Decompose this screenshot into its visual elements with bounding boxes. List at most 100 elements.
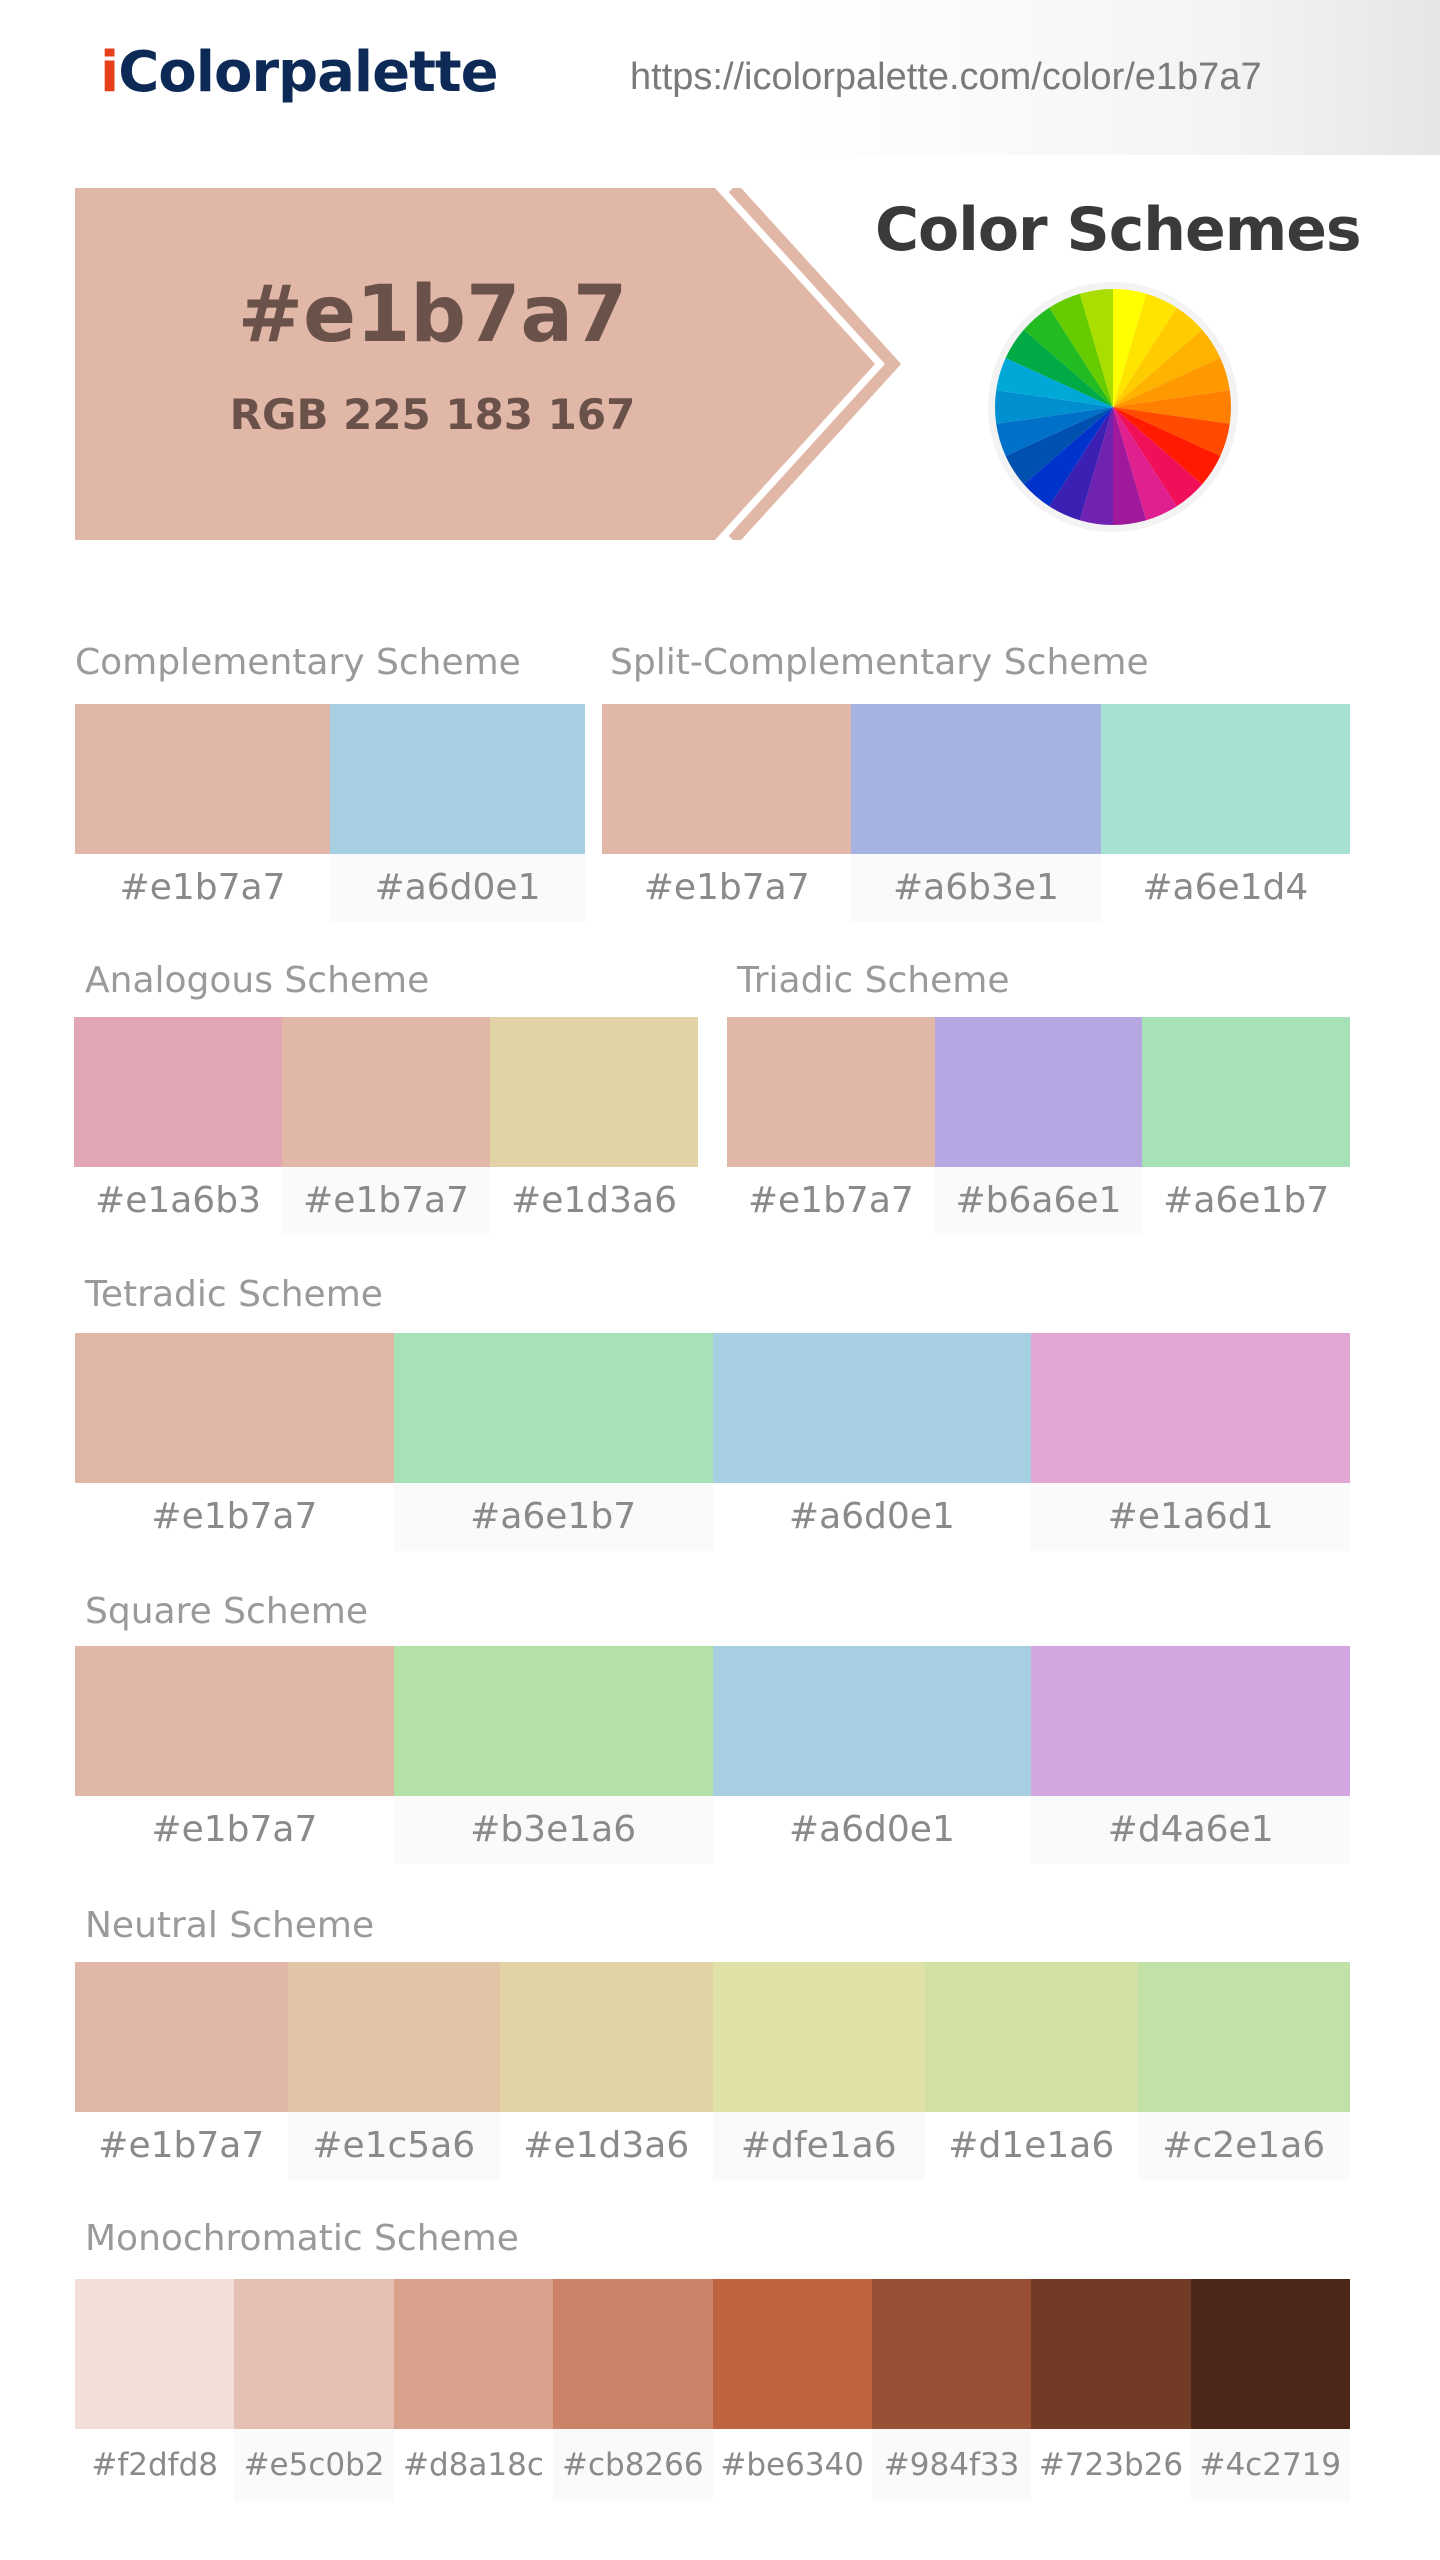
color-swatch[interactable]: #e1b7a7: [282, 1017, 490, 1235]
swatch-hex-code: #a6e1d4: [1142, 867, 1309, 908]
color-swatch[interactable]: #984f33: [871, 2279, 1032, 2501]
color-wheel-segment: [994, 390, 1113, 424]
complementary-swatch-row: #e1b7a7 #a6d0e1: [75, 704, 585, 922]
tetradic-scheme-title: Tetradic Scheme: [85, 1274, 383, 1315]
color-wheel-segment: [1079, 289, 1113, 407]
color-swatch[interactable]: #e1a6b3: [74, 1017, 282, 1235]
color-swatch[interactable]: #a6d0e1: [330, 704, 585, 922]
swatch-color-block[interactable]: [934, 1017, 1143, 1167]
color-swatch[interactable]: #b3e1a6: [393, 1646, 713, 1864]
color-swatch[interactable]: #a6e1d4: [1100, 704, 1350, 922]
swatch-hex-code: #a6d0e1: [330, 854, 585, 922]
color-wheel-segment: [1113, 407, 1221, 485]
color-swatch[interactable]: #e1d3a6: [490, 1017, 698, 1235]
swatch-color-block[interactable]: [393, 1646, 713, 1796]
color-swatch[interactable]: #cb8266: [553, 2279, 713, 2501]
swatch-color-block[interactable]: [712, 2279, 872, 2429]
color-swatch[interactable]: #d1e1a6: [925, 1962, 1138, 2180]
swatch-color-block[interactable]: [75, 1646, 394, 1796]
color-swatch[interactable]: #d4a6e1: [1031, 1646, 1350, 1864]
color-swatch[interactable]: #e1b7a7: [75, 704, 330, 922]
swatch-color-block[interactable]: [925, 1962, 1138, 2112]
color-swatch[interactable]: #e1c5a6: [287, 1962, 500, 2180]
swatch-hex-code: #d1e1a6: [948, 2125, 1115, 2166]
color-swatch[interactable]: #a6e1b7: [1142, 1017, 1350, 1235]
color-swatch[interactable]: #e1b7a7: [75, 1962, 288, 2180]
swatch-color-block[interactable]: [500, 1962, 713, 2112]
swatch-color-block[interactable]: [712, 1962, 925, 2112]
swatch-color-block[interactable]: [330, 704, 585, 854]
color-swatch[interactable]: #4c2719: [1190, 2279, 1350, 2501]
swatch-color-block[interactable]: [851, 704, 1101, 854]
color-wheel-segment: [1049, 407, 1113, 521]
color-wheel-segment: [996, 407, 1113, 457]
swatch-hex-code: #e5c0b2: [234, 2429, 394, 2501]
color-hero-banner: #e1b7a7 RGB 225 183 167: [75, 188, 905, 540]
swatch-color-block[interactable]: [1031, 1333, 1350, 1483]
swatch-color-block[interactable]: [490, 1017, 698, 1167]
color-swatch[interactable]: #723b26: [1031, 2279, 1191, 2501]
color-rgb: RGB 225 183 167: [229, 390, 636, 439]
color-swatch[interactable]: #a6e1b7: [393, 1333, 713, 1551]
color-wheel-segment: [1113, 293, 1177, 407]
swatch-hex-code: #dfe1a6: [712, 2112, 925, 2180]
color-swatch[interactable]: #d8a18c: [393, 2279, 554, 2501]
color-swatch[interactable]: #b6a6e1: [934, 1017, 1143, 1235]
color-swatch[interactable]: #e1b7a7: [602, 704, 852, 922]
swatch-color-block[interactable]: [727, 1017, 935, 1167]
split-complementary-swatch-row: #e1b7a7 #a6b3e1 #a6e1d4: [602, 704, 1350, 922]
swatch-color-block[interactable]: [1142, 1017, 1350, 1167]
swatch-hex-code: #e1b7a7: [282, 1167, 490, 1235]
analogous-swatch-row: #e1a6b3 #e1b7a7 #e1d3a6: [74, 1017, 698, 1235]
swatch-color-block[interactable]: [1190, 2279, 1350, 2429]
swatch-color-block[interactable]: [75, 1962, 288, 2112]
swatch-hex-code: #a6d0e1: [788, 1496, 955, 1537]
color-swatch[interactable]: #be6340: [712, 2279, 872, 2501]
color-swatch[interactable]: #a6d0e1: [712, 1333, 1032, 1551]
swatch-hex-code: #a6e1b7: [1163, 1180, 1330, 1221]
swatch-color-block[interactable]: [75, 2279, 235, 2429]
swatch-color-block[interactable]: [1137, 1962, 1350, 2112]
swatch-color-block[interactable]: [234, 2279, 394, 2429]
color-swatch[interactable]: #a6d0e1: [712, 1646, 1032, 1864]
color-swatch[interactable]: #e1b7a7: [75, 1646, 394, 1864]
swatch-color-block[interactable]: [74, 1017, 282, 1167]
complementary-scheme-title: Complementary Scheme: [75, 642, 521, 683]
swatch-color-block[interactable]: [1031, 1646, 1350, 1796]
swatch-color-block[interactable]: [393, 2279, 554, 2429]
swatch-color-block[interactable]: [553, 2279, 713, 2429]
monochromatic-scheme-title: Monochromatic Scheme: [85, 2218, 519, 2259]
color-wheel-segment: [1113, 407, 1177, 521]
color-swatch[interactable]: #e1a6d1: [1031, 1333, 1350, 1551]
swatch-color-block[interactable]: [602, 704, 852, 854]
color-swatch[interactable]: #e5c0b2: [234, 2279, 394, 2501]
tetradic-swatch-row: #e1b7a7 #a6e1b7 #a6d0e1 #e1a6d1: [75, 1333, 1350, 1551]
swatch-hex-code: #e1b7a7: [151, 1809, 318, 1850]
swatch-color-block[interactable]: [287, 1962, 500, 2112]
swatch-color-block[interactable]: [282, 1017, 490, 1167]
color-swatch[interactable]: #e1d3a6: [500, 1962, 713, 2180]
color-swatch[interactable]: #e1b7a7: [727, 1017, 935, 1235]
color-wheel-segment: [1049, 293, 1113, 407]
swatch-color-block[interactable]: [393, 1333, 713, 1483]
swatch-color-block[interactable]: [712, 1646, 1032, 1796]
color-swatch[interactable]: #a6b3e1: [851, 704, 1101, 922]
swatch-color-block[interactable]: [1100, 704, 1350, 854]
color-wheel-segment: [1113, 357, 1230, 407]
swatch-hex-code: #e1b7a7: [119, 867, 286, 908]
neutral-swatch-row: #e1b7a7 #e1c5a6 #e1d3a6 #dfe1a6 #d1e1a6 #c2e1…: [75, 1962, 1350, 2180]
swatch-color-block[interactable]: [871, 2279, 1032, 2429]
page-url: https://icolorpalette.com/color/e1b7a7: [630, 56, 1262, 98]
square-swatch-row: #e1b7a7 #b3e1a6 #a6d0e1 #d4a6e1: [75, 1646, 1350, 1864]
site-logo[interactable]: iColorpalette: [100, 40, 499, 105]
swatch-hex-code: #a6d0e1: [788, 1809, 955, 1850]
swatch-color-block[interactable]: [75, 1333, 394, 1483]
color-swatch[interactable]: #dfe1a6: [712, 1962, 925, 2180]
color-swatch[interactable]: #e1b7a7: [75, 1333, 394, 1551]
swatch-color-block[interactable]: [712, 1333, 1032, 1483]
color-wheel-segment: [1005, 329, 1113, 407]
swatch-color-block[interactable]: [75, 704, 330, 854]
color-swatch[interactable]: #c2e1a6: [1137, 1962, 1350, 2180]
swatch-color-block[interactable]: [1031, 2279, 1191, 2429]
color-swatch[interactable]: #f2dfd8: [75, 2279, 235, 2501]
